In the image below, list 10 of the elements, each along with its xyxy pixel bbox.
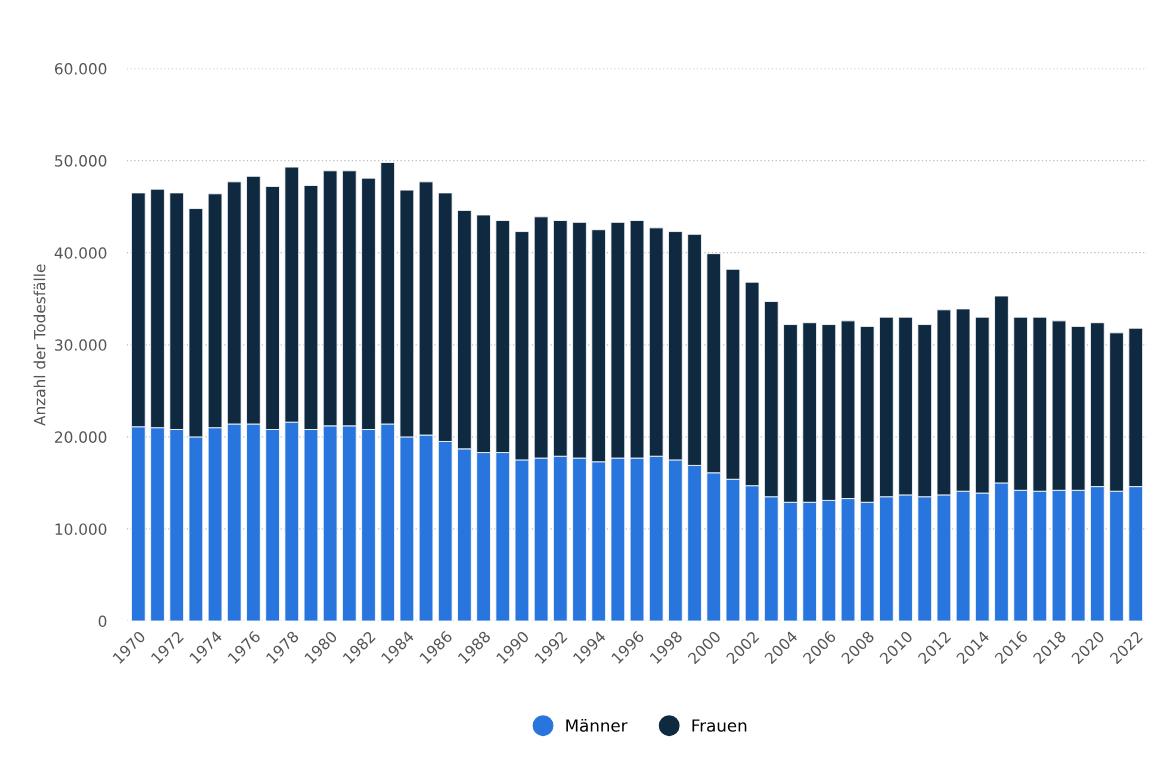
y-axis-title: Anzahl der Todesfälle (33, 264, 46, 426)
y-tick-label: 50.000 (55, 155, 107, 167)
legend-label: Männer (566, 718, 628, 732)
y-tick-label: 10.000 (55, 523, 107, 535)
y-tick-label: 0 (98, 615, 107, 628)
legend-label: Frauen (692, 719, 747, 732)
y-tick-label: 40.000 (54, 247, 107, 259)
y-tick-label: 60.000 (54, 63, 107, 75)
y-tick-label: 30.000 (55, 339, 107, 351)
y-tick-label: 20.000 (55, 431, 107, 443)
